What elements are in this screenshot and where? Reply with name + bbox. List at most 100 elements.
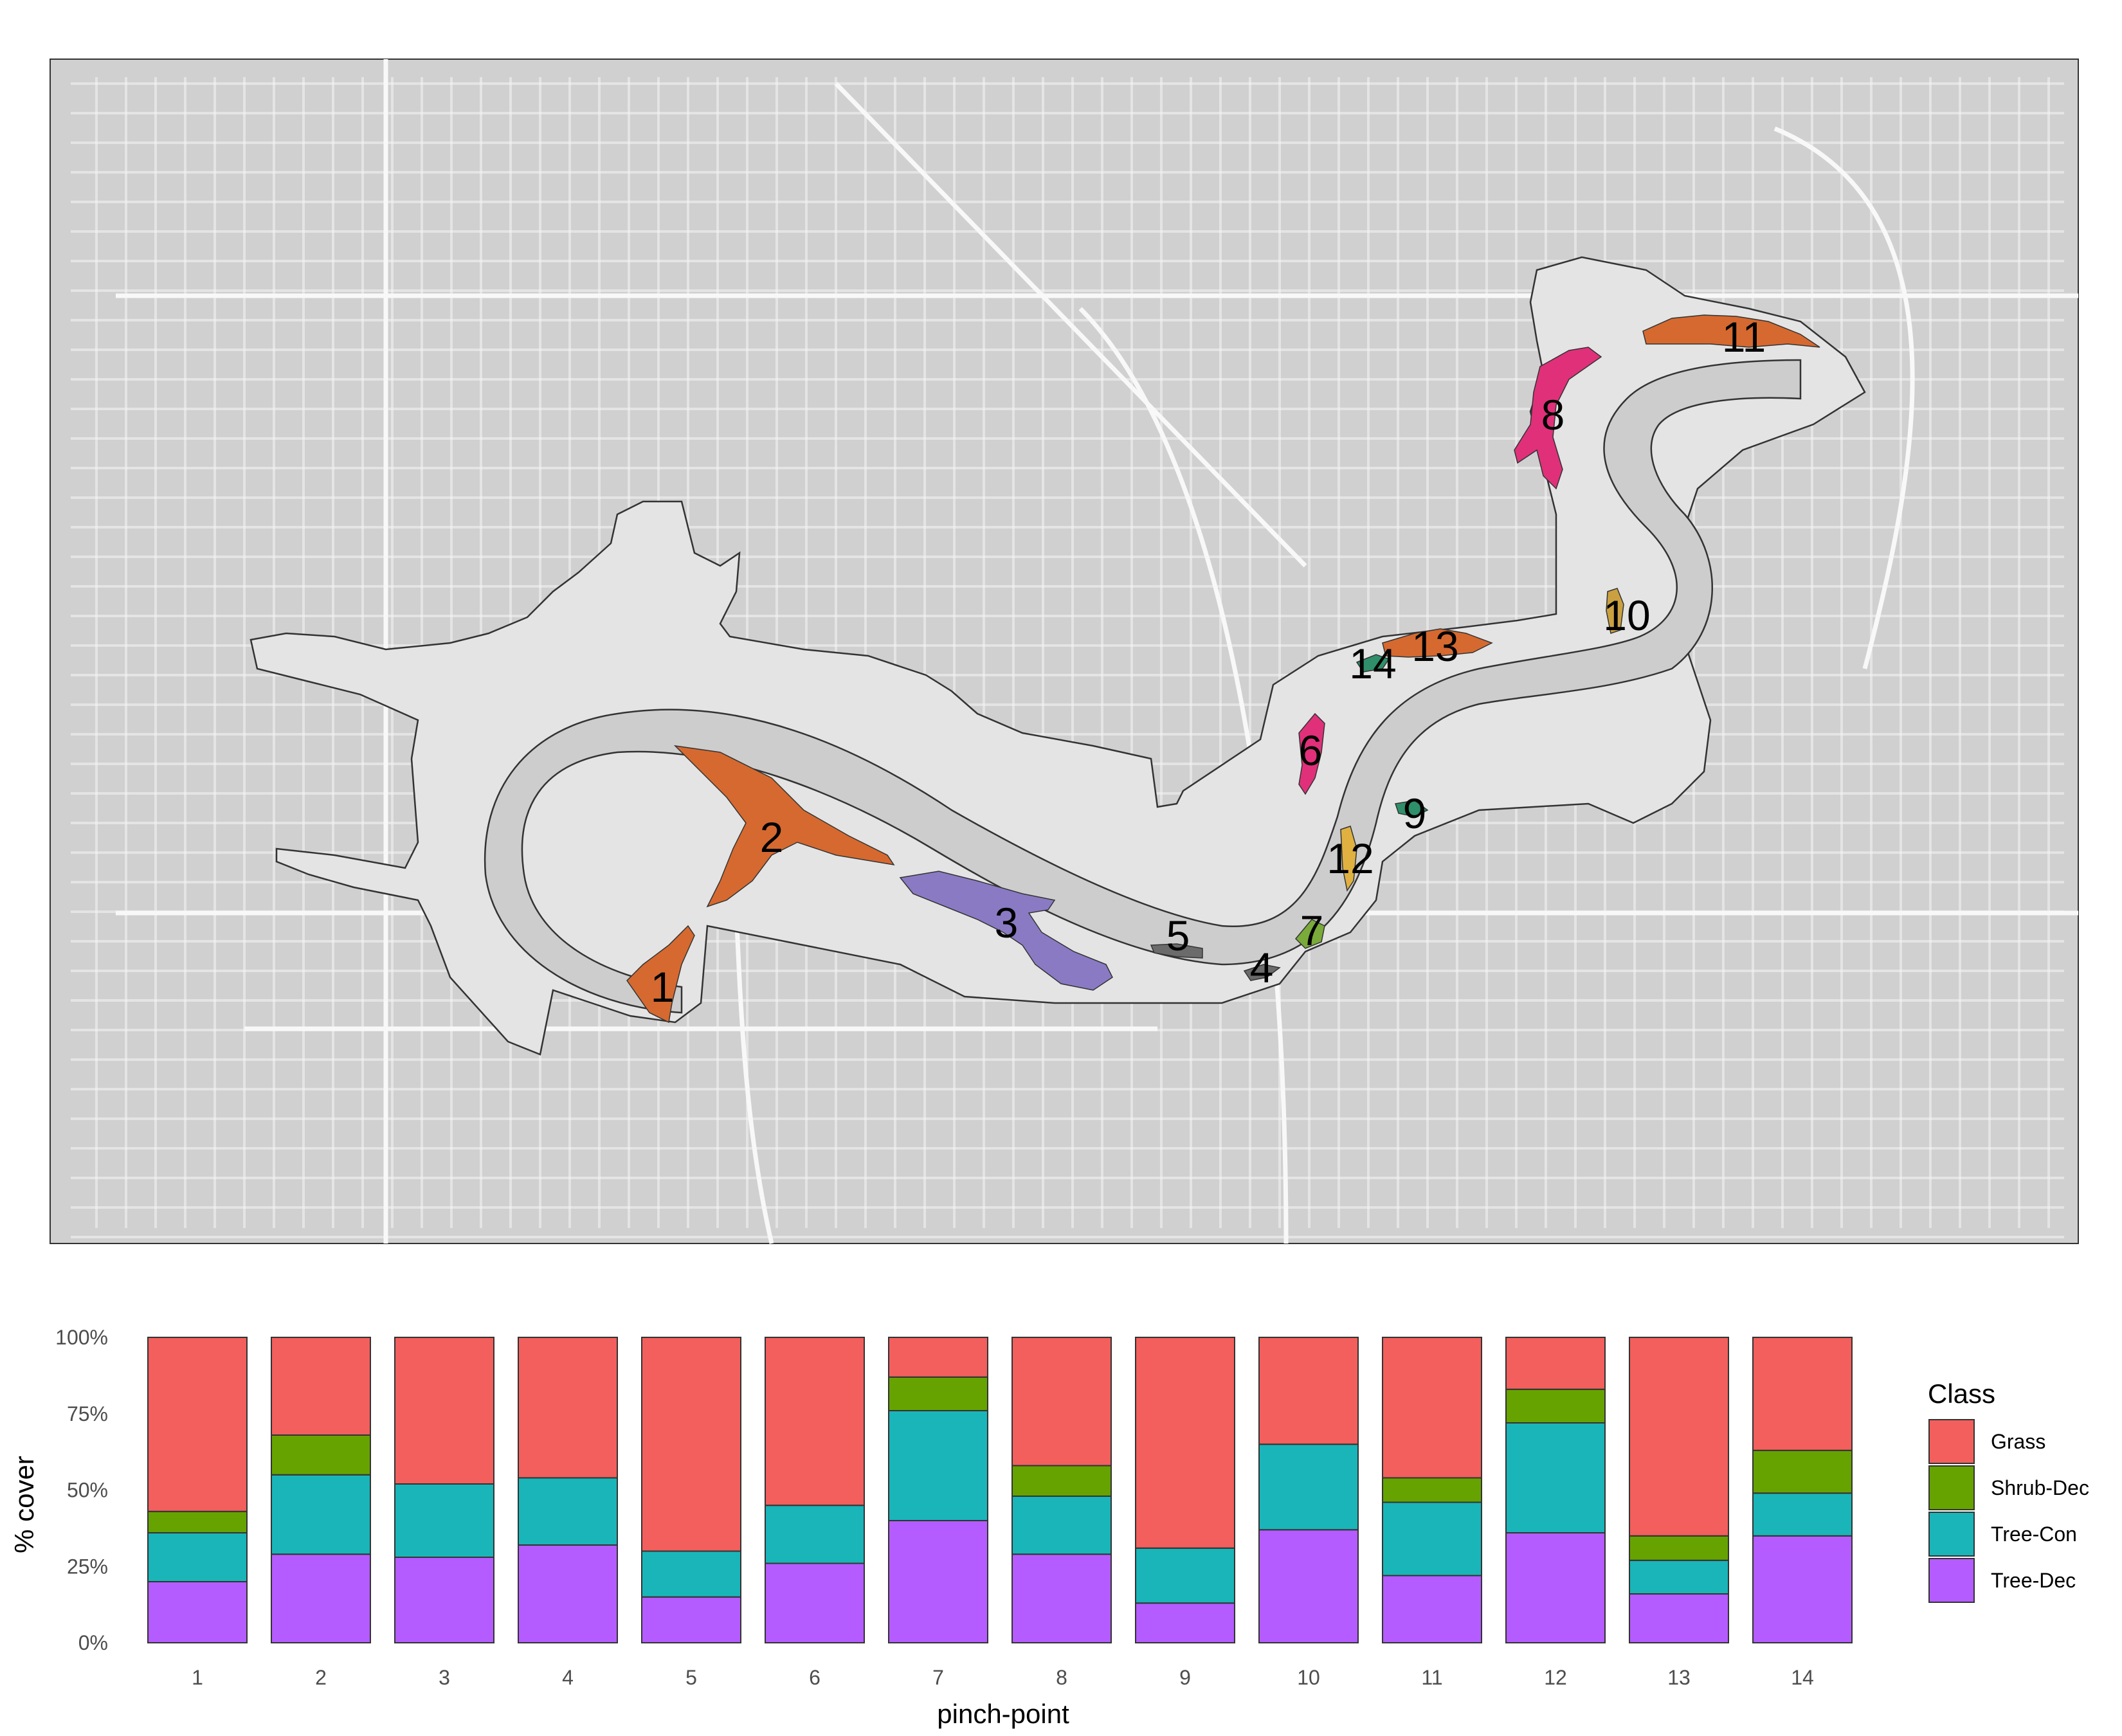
pinch-point-label-4: 4 <box>1250 944 1274 991</box>
bar-segment-tree-con-11 <box>1382 1501 1482 1577</box>
pinch-point-label-3: 3 <box>995 899 1019 946</box>
bar-segment-tree-dec-8 <box>1011 1553 1112 1643</box>
pinch-point-label-6: 6 <box>1299 727 1323 774</box>
bar-segment-grass-2 <box>271 1337 371 1436</box>
pinch-point-label-5: 5 <box>1166 912 1190 959</box>
bar-segment-grass-11 <box>1382 1337 1482 1479</box>
y-tick-label: 100% <box>55 1326 108 1349</box>
pinch-point-9-polygon <box>1395 800 1429 817</box>
x-tick-label: 4 <box>562 1666 574 1689</box>
bar-stacks <box>147 1337 1853 1643</box>
bar-segment-tree-dec-4 <box>518 1544 618 1643</box>
bar-segment-shrub-dec-12 <box>1505 1388 1606 1424</box>
pinch-point-2-polygon <box>673 745 895 908</box>
x-tick-label: 6 <box>809 1666 821 1689</box>
pinch-point-13-polygon <box>1382 628 1493 658</box>
pinch-point-label-14: 14 <box>1349 640 1396 687</box>
bar-segment-grass-4 <box>518 1337 618 1479</box>
pinch-point-label-13: 13 <box>1411 622 1458 670</box>
bar-segment-grass-5 <box>641 1337 741 1552</box>
x-tick-label: 1 <box>192 1666 203 1689</box>
bar-segment-tree-dec-11 <box>1382 1575 1482 1643</box>
legend-label-tree-con: Tree-Con <box>1991 1523 2077 1546</box>
x-tick-label: 8 <box>1056 1666 1067 1689</box>
x-tick-label: 2 <box>315 1666 327 1689</box>
bar-segment-tree-dec-10 <box>1258 1529 1359 1643</box>
x-tick-label: 9 <box>1179 1666 1191 1689</box>
bar-segment-shrub-dec-2 <box>271 1434 371 1476</box>
bar-segment-grass-10 <box>1258 1337 1359 1445</box>
legend-label-grass: Grass <box>1991 1430 2045 1453</box>
x-tick-label: 13 <box>1667 1666 1691 1689</box>
y-axis-title: % cover <box>9 1456 39 1553</box>
x-axis-ticks: 1 2 3 4 5 6 7 8 9 10 11 12 13 14 <box>192 1666 1814 1689</box>
bar-segment-tree-dec-2 <box>271 1553 371 1643</box>
bar-segment-tree-con-10 <box>1258 1443 1359 1531</box>
pinch-point-8-polygon <box>1514 347 1602 490</box>
bar-segment-tree-dec-7 <box>888 1520 988 1643</box>
x-tick-label: 11 <box>1421 1666 1442 1689</box>
x-tick-label: 14 <box>1791 1666 1814 1689</box>
pinch-point-10-polygon <box>1606 588 1624 634</box>
x-tick-label: 10 <box>1297 1666 1320 1689</box>
legend-swatch-tree-con <box>1928 1512 1975 1557</box>
pinch-point-6-polygon <box>1298 712 1325 795</box>
bar-segment-tree-con-14 <box>1752 1492 1853 1537</box>
pinch-point-label-8: 8 <box>1541 391 1565 439</box>
x-tick-label: 12 <box>1544 1666 1567 1689</box>
bar-segment-tree-con-2 <box>271 1474 371 1555</box>
y-tick-label: 0% <box>78 1631 108 1654</box>
x-tick-label: 7 <box>932 1666 944 1689</box>
pinch-point-label-12: 12 <box>1327 835 1374 882</box>
bar-segment-tree-con-5 <box>641 1550 741 1598</box>
pinch-point-label-7: 7 <box>1300 907 1324 954</box>
bar-segment-tree-con-7 <box>888 1410 988 1521</box>
legend-label-tree-dec: Tree-Dec <box>1991 1569 2076 1592</box>
bar-segment-grass-8 <box>1011 1337 1112 1467</box>
bar-segment-shrub-dec-8 <box>1011 1465 1112 1497</box>
legend-label-shrub-dec: Shrub-Dec <box>1991 1476 2089 1499</box>
x-tick-label: 5 <box>685 1666 697 1689</box>
bar-segment-grass-9 <box>1135 1337 1235 1549</box>
bar-segment-tree-dec-12 <box>1505 1532 1606 1643</box>
pinch-point-4-polygon <box>1243 964 1281 981</box>
river-valley <box>249 256 1866 1056</box>
bar-segment-grass-3 <box>394 1337 494 1485</box>
bar-segment-tree-dec-3 <box>394 1557 494 1643</box>
bar-segment-shrub-dec-7 <box>888 1376 988 1411</box>
pinch-point-3-polygon <box>899 871 1113 991</box>
bar-segment-shrub-dec-13 <box>1629 1535 1729 1561</box>
legend-swatch-grass <box>1928 1419 1975 1464</box>
pinch-point-labels: 1 2 3 4 5 6 7 8 9 10 11 12 13 14 <box>651 313 1766 1011</box>
pinch-point-label-10: 10 <box>1603 592 1650 639</box>
bar-segment-tree-con-9 <box>1135 1547 1235 1604</box>
bar-segment-tree-con-3 <box>394 1483 494 1558</box>
pinch-point-14-polygon <box>1356 654 1390 673</box>
bar-segment-tree-dec-14 <box>1752 1535 1853 1643</box>
bar-segment-tree-dec-1 <box>147 1581 248 1643</box>
bar-segment-grass-6 <box>765 1337 865 1506</box>
pinch-point-label-9: 9 <box>1403 790 1427 837</box>
pinch-point-7-polygon <box>1294 919 1325 949</box>
bar-segment-shrub-dec-1 <box>147 1510 248 1533</box>
bar-segment-shrub-dec-11 <box>1382 1477 1482 1503</box>
pinch-point-1-polygon <box>626 925 695 1024</box>
legend-items: Grass Shrub-Dec Tree-Con Tree-Dec <box>1928 1419 2089 1603</box>
y-axis-ticks: 0% 25% 50% 75% 100% <box>55 1326 108 1654</box>
bar-segment-shrub-dec-14 <box>1752 1449 1853 1494</box>
y-tick-label: 50% <box>67 1479 108 1502</box>
pinch-point-polygons <box>626 314 1820 1024</box>
x-axis-title: pinch-point <box>937 1699 1069 1729</box>
legend-swatch-shrub-dec <box>1928 1465 1975 1510</box>
pinch-point-label-2: 2 <box>760 813 784 861</box>
y-tick-label: 75% <box>67 1402 108 1425</box>
bar-segment-tree-dec-13 <box>1629 1593 1729 1643</box>
bar-segment-tree-con-6 <box>765 1505 865 1564</box>
bar-segment-tree-dec-6 <box>765 1562 865 1643</box>
pinch-point-label-1: 1 <box>651 963 675 1011</box>
y-tick-label: 25% <box>67 1555 108 1578</box>
bar-segment-tree-con-8 <box>1011 1496 1112 1555</box>
legend: Class Grass Shrub-Dec Tree-Con Tree-Dec <box>1928 1379 2089 1603</box>
bar-segment-tree-con-13 <box>1629 1559 1729 1595</box>
